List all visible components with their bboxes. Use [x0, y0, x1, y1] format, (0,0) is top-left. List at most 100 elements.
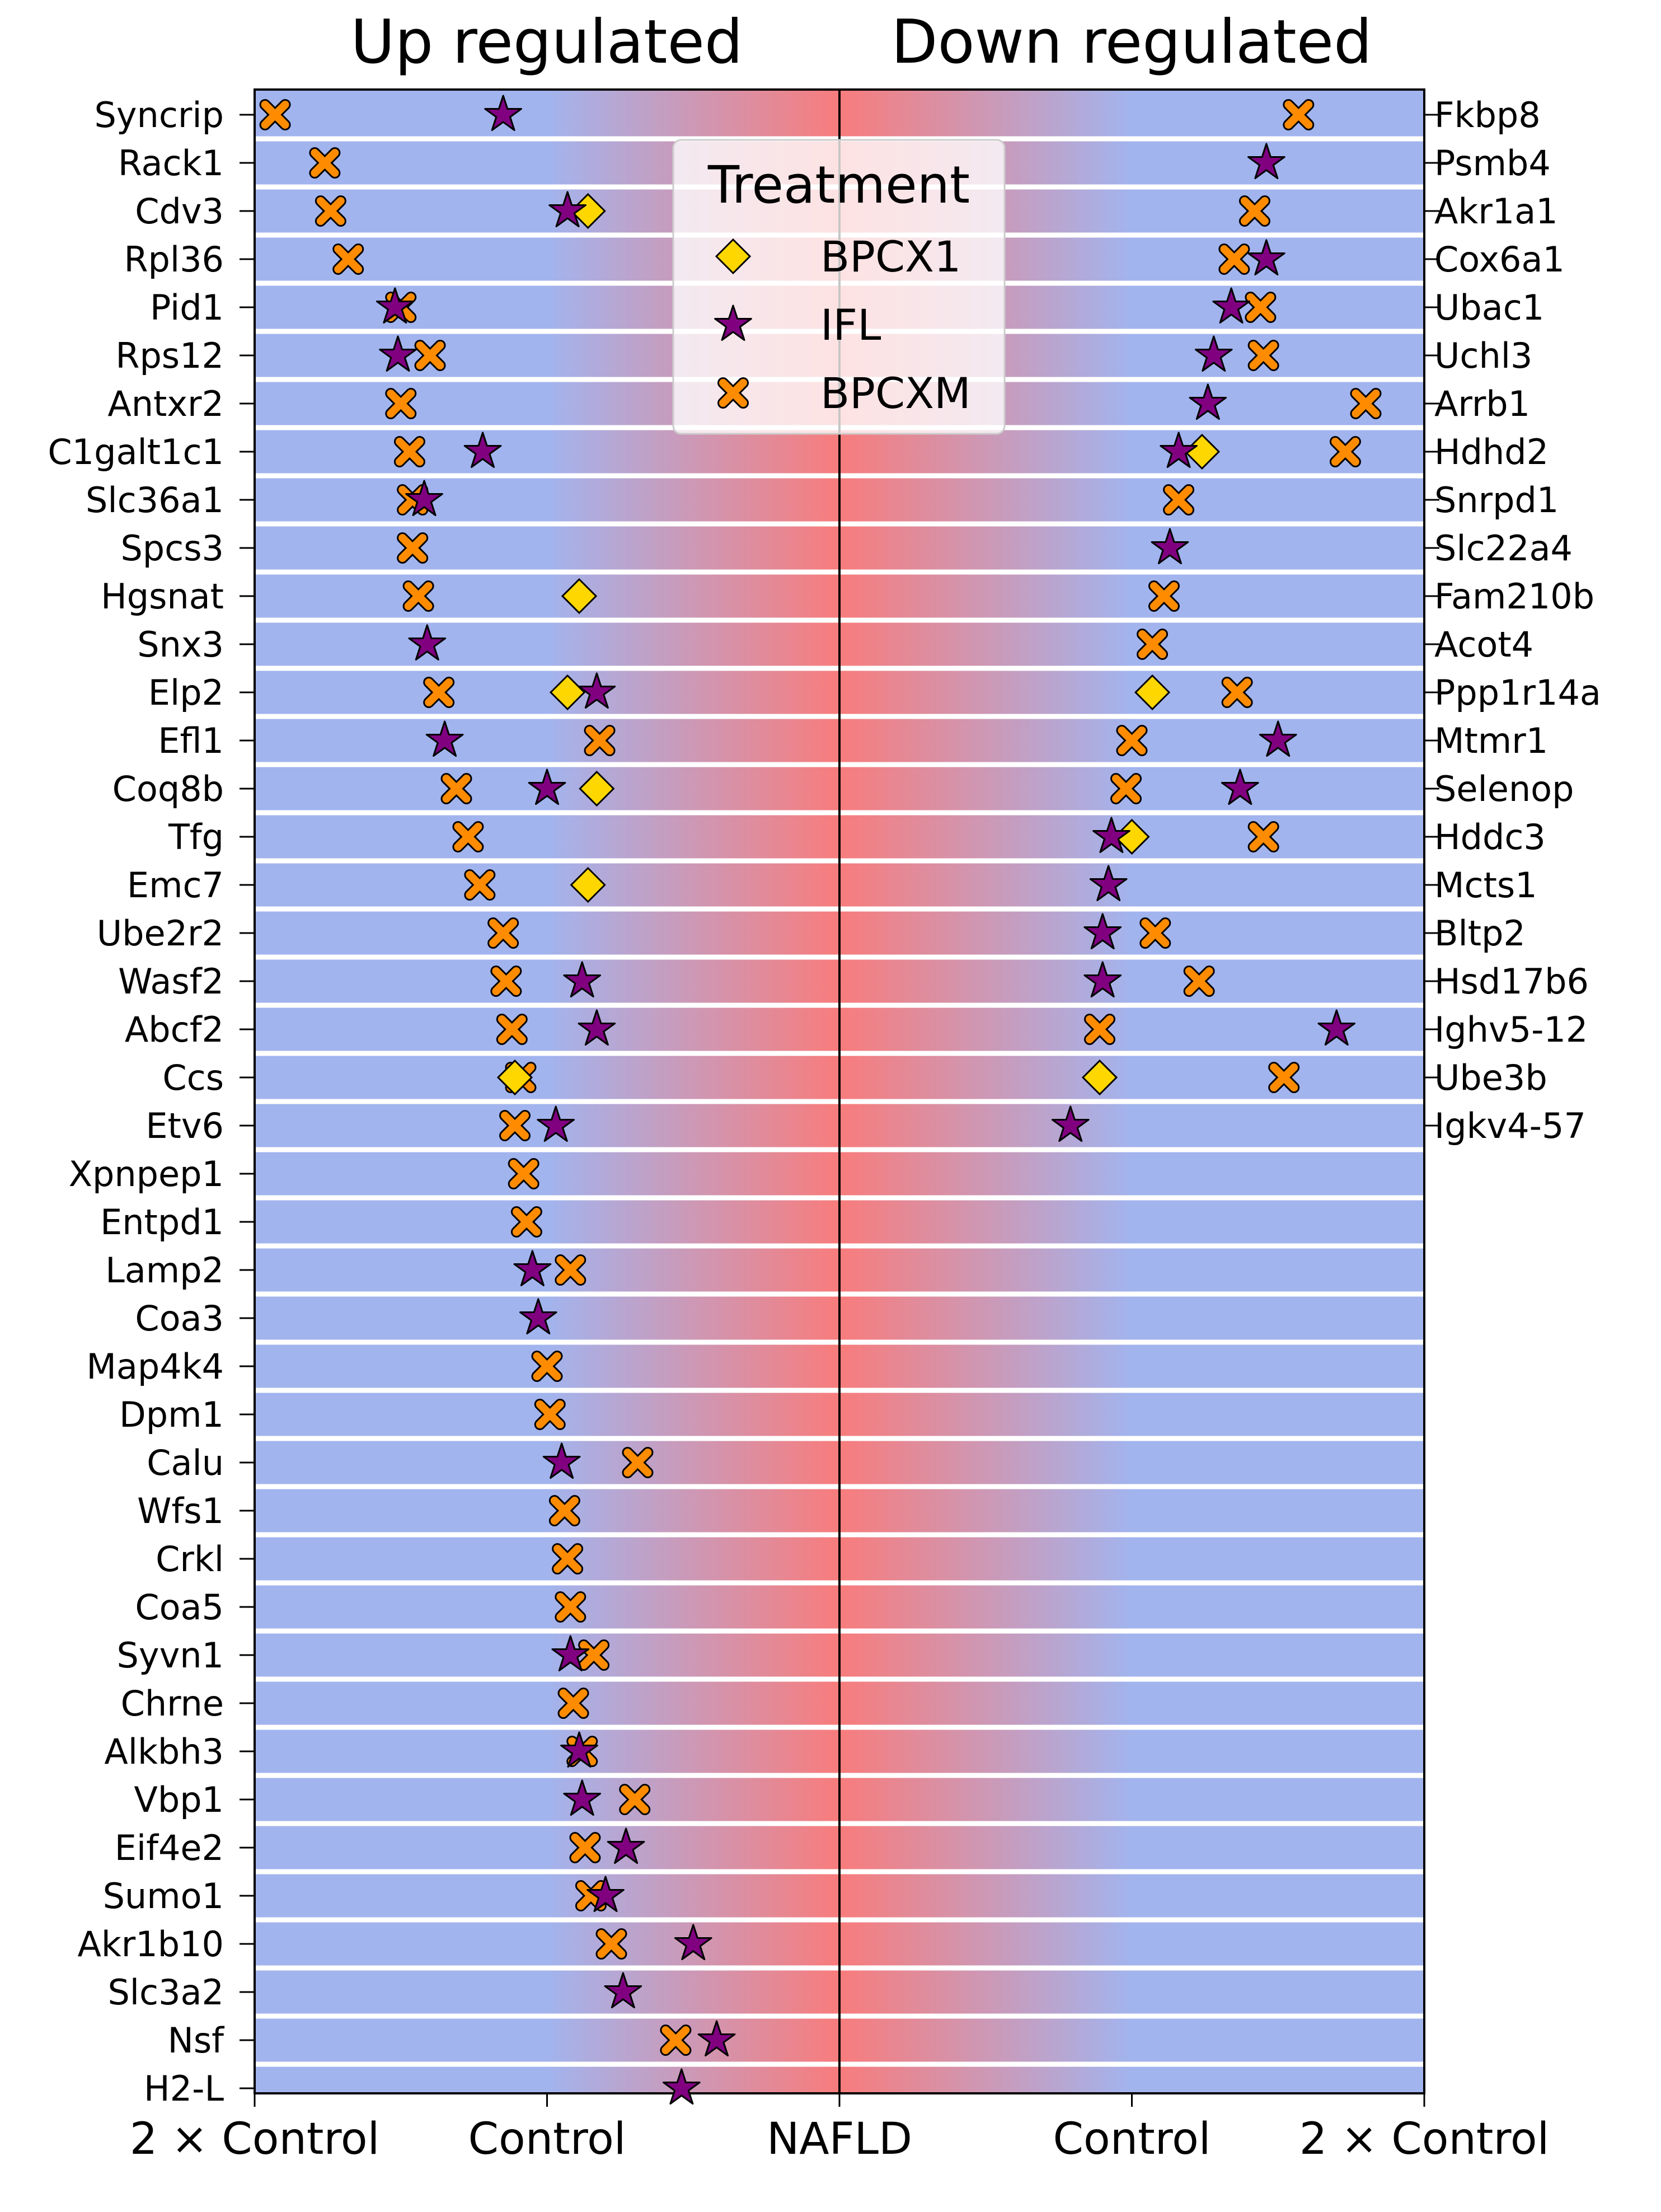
gene-label-cdv3: Cdv3 — [135, 191, 224, 232]
marker-bpcxm-entpd1 — [510, 1206, 542, 1238]
gene-label-ppp1r14a: Ppp1r14a — [1434, 672, 1601, 713]
gene-label-etv6: Etv6 — [146, 1105, 224, 1146]
marker-bpcxm-arrb1 — [1350, 388, 1382, 419]
gene-label-ccs: Ccs — [162, 1057, 224, 1098]
marker-bpcxm-cdv3 — [315, 195, 346, 227]
gene-label-calu: Calu — [147, 1442, 224, 1483]
marker-bpcxm-elp2 — [423, 677, 455, 708]
marker-bpcxm-dpm1 — [534, 1399, 566, 1430]
gene-label-efl1: Efl1 — [158, 720, 224, 761]
marker-bpcxm-bltp2 — [1139, 917, 1171, 949]
gene-label-mcts1: Mcts1 — [1434, 865, 1537, 906]
marker-bpcxm-akr1b10 — [595, 1928, 627, 1960]
up-gene-labels: Syncrip Rack1 Cdv3 Rpl36 Pid1 Rps12 Antxr2 C1ga… — [48, 95, 255, 2109]
gene-label-c1galt1c1: C1galt1c1 — [48, 432, 224, 472]
gene-label-lamp2: Lamp2 — [105, 1250, 224, 1291]
x-tick-label-1: Control — [468, 2114, 626, 2164]
legend-title: Treatment — [707, 155, 970, 215]
gene-label-syvn1: Syvn1 — [117, 1635, 224, 1676]
gene-label-emc7: Emc7 — [127, 865, 224, 906]
marker-bpcxm-ube3b — [1268, 1062, 1300, 1093]
gene-label-pid1: Pid1 — [150, 287, 224, 328]
marker-bpcxm-xpnpep1 — [508, 1158, 539, 1189]
gene-label-chrne: Chrne — [121, 1683, 224, 1724]
marker-bpcxm-tfg — [452, 821, 484, 852]
gene-label-akr1b10: Akr1b10 — [77, 1924, 224, 1965]
marker-bpcxm-selenop — [1110, 773, 1142, 804]
marker-bpcxm-ppp1r14a — [1221, 677, 1253, 708]
marker-bpcxm-syvn1 — [578, 1639, 610, 1671]
gene-label-snrpd1: Snrpd1 — [1434, 480, 1559, 521]
gene-label-wasf2: Wasf2 — [118, 961, 224, 1002]
gene-label-coq8b: Coq8b — [112, 768, 224, 809]
gene-label-ube3b: Ube3b — [1434, 1057, 1547, 1098]
marker-bpcxm-hgsnat — [402, 580, 434, 612]
gene-label-vbp1: Vbp1 — [134, 1779, 224, 1820]
marker-bpcxm-coq8b — [440, 773, 472, 804]
marker-bpcxm-crkl — [552, 1543, 584, 1574]
gene-label-rack1: Rack1 — [118, 143, 224, 184]
marker-bpcxm-nsf — [660, 2024, 692, 2056]
gene-label-antxr2: Antxr2 — [107, 383, 224, 424]
marker-bpcxm-map4k4 — [531, 1351, 563, 1382]
legend-label-bpcxm: BPCXM — [820, 368, 971, 418]
legend-marker-bpcx1 — [715, 238, 752, 275]
down-gene-labels: Fkbp8 Psmb4 Akr1a1 Cox6a1 Ubac1 Uchl3 Arrb1 Hdh… — [1424, 95, 1601, 1146]
gene-label-slc36a1: Slc36a1 — [86, 480, 224, 521]
marker-bpcxm-rps12 — [414, 340, 446, 371]
legend: Treatment BPCX1 IFL BPCXM — [672, 139, 1006, 435]
gene-label-bltp2: Bltp2 — [1434, 913, 1526, 954]
marker-bpcxm-fkbp8 — [1283, 99, 1315, 130]
x-tick-label-2: NAFLD — [767, 2114, 912, 2164]
marker-bpcxm-vbp1 — [619, 1784, 651, 1815]
x-tick-label-3: Control — [1053, 2114, 1211, 2164]
marker-bpcxm-coa5 — [555, 1591, 586, 1623]
marker-bpcxm-ube2r2 — [487, 917, 519, 949]
gene-label-uchl3: Uchl3 — [1434, 335, 1532, 376]
marker-bpcxm-efl1 — [584, 725, 616, 756]
gene-label-dpm1: Dpm1 — [119, 1394, 224, 1435]
gene-label-hgsnat: Hgsnat — [101, 576, 224, 617]
gene-label-selenop: Selenop — [1434, 768, 1574, 809]
legend-label-ifl: IFL — [820, 300, 881, 350]
marker-bpcxm-spcs3 — [397, 532, 429, 564]
marker-bpcx1-ube3b — [1081, 1059, 1118, 1096]
marker-bpcxm-c1galt1c1 — [393, 436, 425, 467]
x-axis-ticks: 2 × Control Control NAFLD Control 2 × Contro… — [130, 2093, 1549, 2164]
marker-bpcxm-abcf2 — [496, 1014, 528, 1045]
gene-label-sumo1: Sumo1 — [103, 1876, 224, 1916]
marker-bpcxm-lamp2 — [555, 1254, 586, 1286]
gene-label-hsd17b6: Hsd17b6 — [1434, 961, 1589, 1002]
gene-label-syncrip: Syncrip — [94, 95, 224, 135]
marker-bpcxm-chrne — [557, 1688, 589, 1719]
legend-label-bpcx1: BPCX1 — [820, 232, 961, 282]
gene-label-entpd1: Entpd1 — [100, 1202, 224, 1243]
marker-bpcxm-wfs1 — [548, 1495, 580, 1526]
marker-bpcxm-acot4 — [1137, 629, 1169, 660]
marker-bpcxm-uchl3 — [1247, 340, 1279, 371]
marker-bpcxm-hddc3 — [1247, 821, 1279, 852]
marker-bpcxm-ubac1 — [1245, 292, 1277, 323]
x-tick-label-0: 2 × Control — [130, 2114, 380, 2164]
gene-label-wfs1: Wfs1 — [137, 1491, 224, 1531]
marker-bpcxm-calu — [622, 1447, 654, 1478]
gene-label-arrb1: Arrb1 — [1434, 383, 1530, 424]
marker-bpcxm-cox6a1 — [1218, 243, 1250, 275]
marker-bpcxm-emc7 — [464, 869, 496, 901]
marker-bpcxm-syncrip — [259, 99, 291, 130]
gene-label-coa5: Coa5 — [135, 1587, 224, 1628]
gene-label-map4k4: Map4k4 — [86, 1346, 224, 1387]
marker-bpcxm-wasf2 — [490, 966, 522, 997]
gene-label-abcf2: Abcf2 — [125, 1009, 224, 1050]
gene-label-eif4e2: Eif4e2 — [115, 1827, 224, 1868]
marker-bpcx1-ppp1r14a — [1134, 674, 1171, 711]
gene-label-ighv5-12: Ighv5-12 — [1434, 1009, 1588, 1050]
marker-bpcxm-snrpd1 — [1163, 484, 1195, 515]
data-markers — [259, 96, 1382, 2104]
marker-bpcxm-fam210b — [1148, 580, 1180, 612]
marker-bpcxm-hsd17b6 — [1183, 966, 1215, 997]
marker-bpcxm-hdhd2 — [1329, 436, 1361, 467]
marker-bpcx1-coq8b — [579, 770, 615, 807]
title-up-regulated: Up regulated — [351, 7, 743, 77]
